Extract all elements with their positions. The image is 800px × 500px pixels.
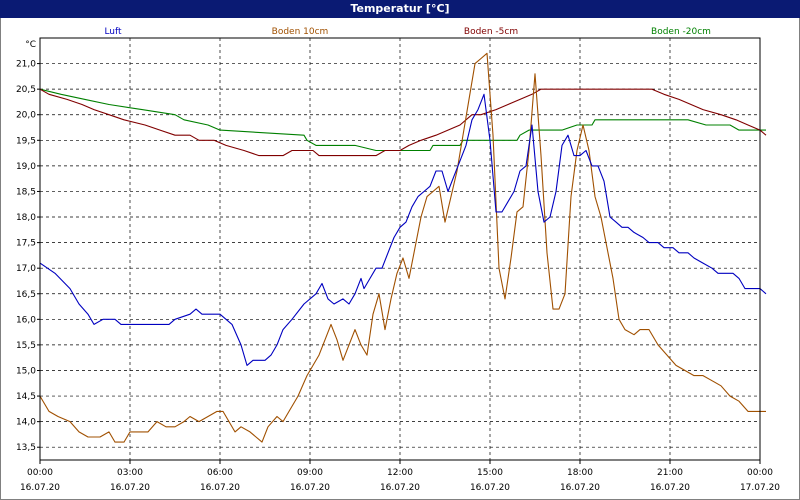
x-tick-date: 16.07.20 [380, 483, 420, 493]
legend: Luft Boden 10cm Boden -5cm Boden -20cm [104, 27, 711, 37]
y-tick-label: 20,0 [16, 111, 36, 121]
x-tick-time: 03:00 [117, 468, 143, 478]
x-tick-time: 00:00 [747, 468, 773, 478]
y-tick-label: 14,0 [16, 418, 36, 428]
x-tick-time: 12:00 [387, 468, 413, 478]
grid [40, 38, 760, 460]
legend-entry-luft: Luft [104, 27, 122, 37]
x-tick-time: 06:00 [207, 468, 233, 478]
x-tick-date: 16.07.20 [200, 483, 240, 493]
x-tick-time: 09:00 [297, 468, 323, 478]
y-axis-unit: °C [25, 40, 36, 50]
y-tick-label: 14,5 [16, 392, 36, 402]
y-tick-label: 15,0 [16, 366, 36, 376]
y-tick-label: 13,5 [16, 443, 36, 453]
x-tick-date: 16.07.20 [290, 483, 330, 493]
x-tick-date: 16.07.20 [110, 483, 150, 493]
series-line-luft [39, 93, 767, 366]
y-tick-label: 20,5 [16, 85, 36, 95]
y-tick-label: 15,5 [16, 341, 36, 351]
y-tick-label: 21,0 [16, 60, 36, 70]
axes: 13,5 14,0 14,5 15,0 15,5 16,0 16,5 17,0 17,5 18,0… [16, 37, 780, 493]
y-tick-label: 17,0 [16, 264, 36, 274]
x-tick-date: 16.07.20 [560, 483, 600, 493]
series-line-boden-20cm [39, 88, 766, 152]
x-tick-time: 21:00 [657, 468, 683, 478]
plot-border [39, 37, 761, 461]
y-tick-label: 17,5 [16, 239, 36, 249]
y-tick-label: 16,5 [16, 290, 36, 300]
legend-entry-boden-5cm: Boden -5cm [464, 27, 518, 37]
x-tick-date: 16.07.20 [650, 483, 690, 493]
legend-entry-boden-10cm: Boden 10cm [272, 27, 329, 37]
series-lines [39, 52, 767, 443]
x-tick-date: 16.07.20 [20, 483, 60, 493]
x-tick-date: 17.07.20 [740, 483, 780, 493]
legend-entry-boden-20cm: Boden -20cm [651, 27, 711, 37]
y-tick-label: 18,5 [16, 187, 36, 197]
x-tick-time: 00:00 [27, 468, 53, 478]
series-line-boden-10cm [39, 52, 766, 443]
x-tick-time: 18:00 [567, 468, 593, 478]
y-tick-label: 19,0 [16, 162, 36, 172]
x-tick-time: 15:00 [477, 468, 503, 478]
chart-title: Temperatur [°C] [0, 0, 800, 18]
series-line-boden-5cm [39, 88, 767, 157]
y-tick-label: 19,5 [16, 136, 36, 146]
x-tick-date: 16.07.20 [470, 483, 510, 493]
y-tick-label: 16,0 [16, 315, 36, 325]
y-tick-label: 18,0 [16, 213, 36, 223]
